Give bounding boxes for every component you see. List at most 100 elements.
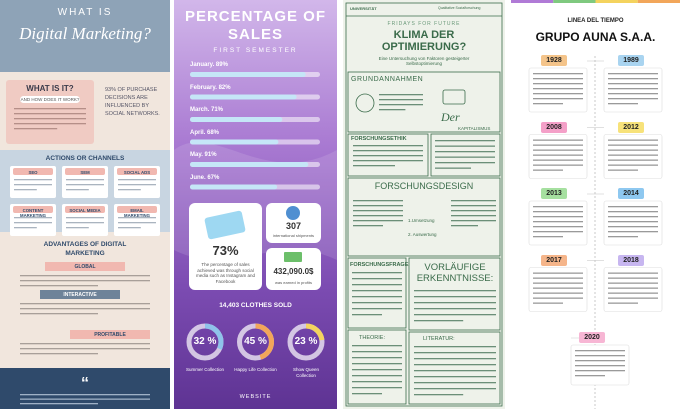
donut-arc	[237, 323, 274, 361]
text-placeholder	[533, 93, 583, 95]
text-placeholder	[352, 351, 402, 353]
text-placeholder	[608, 169, 638, 171]
share-text: The percentage of sales achieved was thr…	[195, 262, 256, 284]
text-card	[528, 134, 588, 179]
subtitle: Eine Untersuchung von Faktoren gesteiger…	[378, 56, 470, 66]
month-label: February. 82%	[190, 84, 231, 91]
header-bg	[0, 0, 170, 72]
text-placeholder	[379, 104, 423, 106]
text-placeholder	[66, 179, 104, 181]
collection-name: Show Queen Collection	[292, 367, 320, 378]
text-placeholder	[14, 118, 86, 120]
title: LINEA DEL TIEMPO	[567, 18, 624, 24]
text-placeholder	[20, 394, 150, 396]
quote-mark: “	[81, 375, 89, 392]
step: 1.Umsetzung	[408, 218, 435, 223]
channel-label: SOCIAL MEDIA	[69, 207, 101, 213]
text-placeholder	[533, 292, 583, 294]
title: KLIMA DER OPTIMIERUNG?	[381, 29, 467, 53]
text-placeholder	[20, 343, 150, 345]
text-placeholder	[451, 205, 496, 207]
text-placeholder	[608, 149, 658, 151]
text-placeholder	[533, 272, 583, 274]
text-placeholder	[533, 221, 583, 223]
text-placeholder	[118, 189, 141, 191]
text-placeholder	[608, 103, 638, 105]
text-placeholder	[435, 167, 471, 169]
text-placeholder	[608, 159, 658, 161]
section-title: WHAT IS IT?	[26, 84, 74, 93]
text-placeholder	[608, 206, 658, 208]
text-placeholder	[414, 346, 496, 348]
text-placeholder	[352, 381, 402, 383]
text-placeholder	[435, 140, 495, 142]
text-placeholder	[608, 73, 658, 75]
text-placeholder	[533, 297, 583, 299]
text-placeholder	[533, 216, 583, 218]
text-card	[528, 200, 588, 246]
text-placeholder	[352, 369, 402, 371]
text-placeholder	[118, 222, 156, 224]
year-label: 2012	[618, 121, 644, 133]
text-placeholder	[451, 210, 496, 212]
text-card	[528, 267, 588, 312]
text-placeholder	[451, 225, 478, 227]
text-placeholder	[66, 184, 104, 186]
channel-pill	[117, 168, 157, 175]
text-placeholder	[414, 376, 496, 378]
text-placeholder	[118, 227, 141, 229]
text-placeholder	[414, 388, 496, 390]
clothes-sold: 14,403 CLOTHES SOLD	[219, 302, 292, 309]
text-placeholder	[352, 278, 402, 280]
text-placeholder	[533, 164, 583, 166]
section-frame	[408, 331, 501, 405]
text-placeholder	[451, 220, 496, 222]
text-placeholder	[608, 93, 658, 95]
text-placeholder	[533, 98, 583, 100]
text-placeholder	[608, 88, 658, 90]
collection-name: Summer Collection	[185, 367, 224, 372]
year-label: 2017	[541, 254, 567, 266]
text-placeholder	[352, 393, 382, 395]
text-placeholder	[533, 154, 583, 156]
text-placeholder	[435, 145, 495, 147]
section-title: GRUNDANNAHMEN	[351, 76, 424, 83]
text-placeholder	[575, 350, 625, 352]
text-placeholder	[353, 155, 423, 157]
section-frame	[345, 2, 503, 407]
website: WEBSITE	[239, 394, 272, 400]
text-placeholder	[533, 236, 563, 238]
text-placeholder	[353, 200, 403, 202]
text-placeholder	[118, 179, 156, 181]
text-placeholder	[66, 217, 104, 219]
month-label: April. 68%	[190, 129, 220, 136]
section-title: FORSCHUNGSETHIK	[351, 136, 407, 142]
decoration-layer	[345, 2, 503, 407]
year-label: 1989	[618, 55, 644, 66]
text-placeholder	[435, 151, 495, 153]
text-placeholder	[118, 217, 156, 219]
text-placeholder	[608, 83, 658, 85]
text-placeholder	[533, 169, 563, 171]
text-placeholder	[533, 159, 583, 161]
advantage-pill: PROFITABLE	[70, 330, 150, 339]
profit-text: was earned in profits	[275, 280, 312, 285]
quote-bg	[0, 368, 170, 409]
text-placeholder	[575, 370, 625, 372]
channel-label: SEM	[80, 169, 90, 175]
text-placeholder	[14, 189, 37, 191]
text-placeholder	[533, 73, 583, 75]
channel-label: EMAIL MARKETING	[123, 207, 151, 218]
collection-name: Happy Life Collection	[234, 367, 277, 372]
section-frame	[347, 329, 407, 405]
stat-text: 93% OF PURCHASE DECISIONS ARE INFLUENCED…	[105, 87, 160, 117]
text-placeholder	[14, 179, 52, 181]
text-placeholder	[14, 217, 52, 219]
erkenntnisse: VORLÄUFIGE ERKENNTNISSE:	[416, 262, 494, 284]
text-placeholder	[608, 139, 658, 141]
text-placeholder	[414, 364, 496, 366]
text-placeholder	[533, 211, 583, 213]
donut-label: 23 %	[294, 336, 318, 347]
text-placeholder	[20, 285, 98, 287]
text-placeholder	[608, 226, 658, 228]
